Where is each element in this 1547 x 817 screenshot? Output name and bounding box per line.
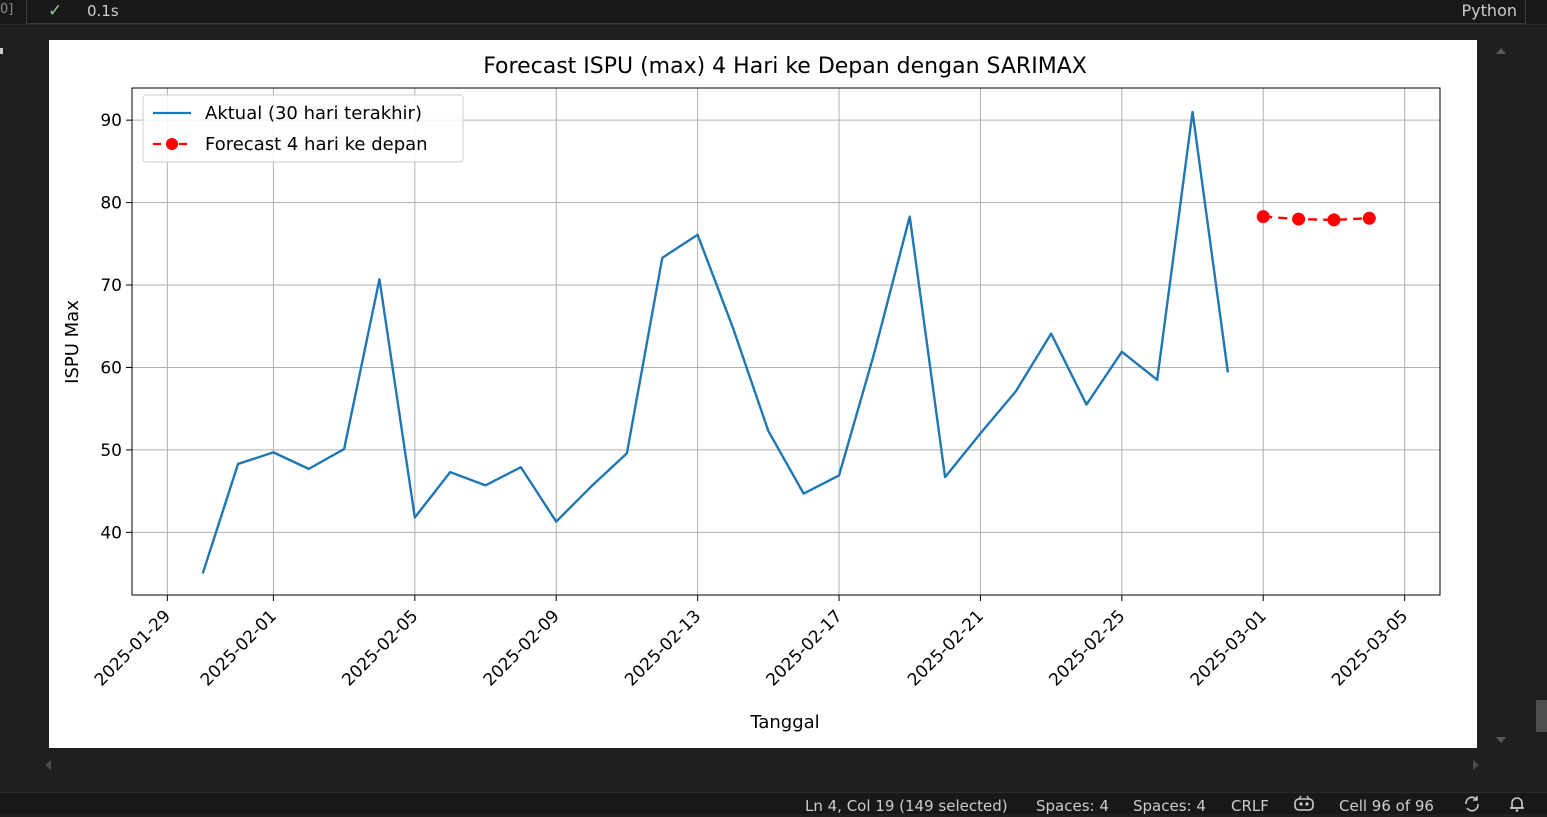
forecast-point — [1362, 211, 1376, 225]
axis-ticks: 2025-01-29 2025-02-01 2025-02-05 2025-02-09… — [91, 111, 1412, 690]
scroll-down-icon[interactable] — [1496, 737, 1506, 743]
indentation-spaces[interactable]: Spaces: 4 — [1036, 797, 1109, 815]
x-tick-label: 2025-02-05 — [338, 606, 422, 690]
x-tick-label: 2025-02-01 — [197, 606, 281, 690]
x-tick-label: 2025-03-01 — [1187, 606, 1271, 690]
forecast-point — [1327, 213, 1341, 227]
x-tick-label: 2025-03-05 — [1328, 606, 1412, 690]
x-tick-label: 2025-02-09 — [480, 606, 564, 690]
copilot-icon[interactable] — [1293, 795, 1315, 817]
series-lines — [201, 110, 1376, 574]
cursor-position[interactable]: Ln 4, Col 19 (149 selected) — [805, 797, 1008, 815]
chart-title: Forecast ISPU (max) 4 Hari ke Depan deng… — [483, 54, 1087, 79]
x-tick-label: 2025-02-25 — [1045, 606, 1129, 690]
check-icon: ✓ — [48, 1, 63, 21]
legend-box — [142, 94, 464, 163]
cell-header: 0] ✓ 0.1s Python — [0, 0, 1547, 25]
y-tick-label: 60 — [100, 358, 122, 378]
line-ending[interactable]: CRLF — [1231, 797, 1269, 815]
x-tick-label: 2025-02-17 — [763, 606, 847, 690]
scroll-up-icon[interactable] — [1496, 48, 1506, 54]
forecast-series-line — [1263, 215, 1370, 222]
cell-status-box — [26, 0, 1526, 24]
x-tick-label: 2025-02-21 — [904, 606, 988, 690]
legend: Aktual (30 hari terakhir) Forecast 4 har… — [142, 94, 464, 163]
editor-scrollbar-thumb[interactable] — [1536, 700, 1547, 732]
output-scrollbar[interactable] — [1492, 40, 1508, 748]
y-tick-label: 40 — [100, 523, 122, 543]
status-bar: Ln 4, Col 19 (149 selected) Spaces: 4 Sp… — [0, 792, 1547, 817]
chart: 2025-01-29 2025-02-01 2025-02-05 2025-02-09… — [62, 54, 1441, 733]
cell-collapse-marker[interactable] — [0, 48, 3, 54]
y-tick-label: 50 — [100, 441, 122, 461]
cell-output-plot: 2025-01-29 2025-02-01 2025-02-05 2025-02-09… — [49, 40, 1477, 748]
cell-position[interactable]: Cell 96 of 96 — [1339, 797, 1434, 815]
execution-time: 0.1s — [87, 2, 119, 20]
x-tick-label: 2025-01-29 — [91, 606, 175, 690]
actual-series-line — [201, 110, 1230, 574]
y-tick-label: 80 — [100, 194, 122, 214]
sync-icon[interactable] — [1462, 795, 1482, 817]
x-tick-label: 2025-02-13 — [621, 606, 705, 690]
legend-label-forecast: Forecast 4 hari ke depan — [205, 134, 428, 155]
scroll-left-icon[interactable] — [45, 760, 51, 770]
kernel-label[interactable]: Python — [1461, 1, 1517, 20]
y-tick-label: 70 — [100, 276, 122, 296]
x-axis-label: Tanggal — [749, 712, 819, 733]
y-axis-label: ISPU Max — [62, 300, 83, 384]
y-tick-label: 90 — [100, 111, 122, 131]
grid-lines — [132, 88, 1440, 595]
plot-frame — [131, 87, 1441, 596]
legend-label-actual: Aktual (30 hari terakhir) — [205, 103, 422, 124]
forecast-point — [1256, 210, 1270, 224]
forecast-point — [1292, 212, 1306, 226]
scroll-right-icon[interactable] — [1473, 760, 1479, 770]
execution-count: 0] — [0, 2, 14, 17]
legend-marker-forecast — [166, 138, 178, 150]
bell-icon[interactable] — [1508, 795, 1526, 817]
indentation-spaces-2[interactable]: Spaces: 4 — [1133, 797, 1206, 815]
